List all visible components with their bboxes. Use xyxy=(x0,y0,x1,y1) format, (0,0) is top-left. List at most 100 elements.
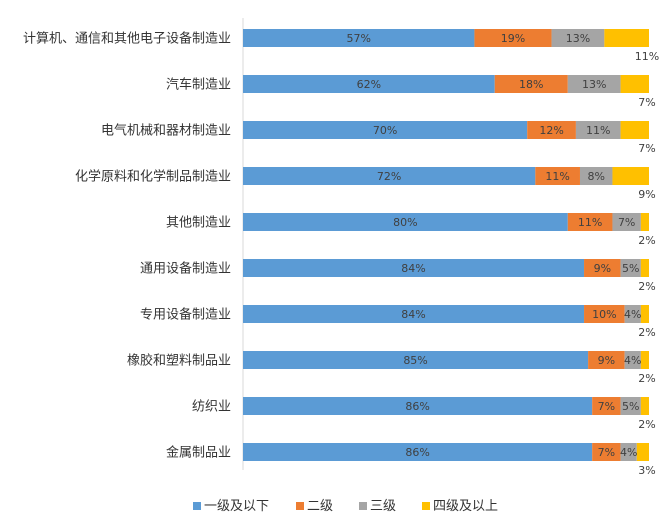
bar-segment xyxy=(535,167,580,185)
bar-segment xyxy=(567,75,621,93)
bar-segment xyxy=(592,397,621,415)
data-label: 9% xyxy=(598,354,615,367)
data-label: 11% xyxy=(635,50,659,63)
data-label: 85% xyxy=(403,354,427,367)
bar-segment xyxy=(588,351,625,369)
category-label: 汽车制造业 xyxy=(166,77,231,93)
bar-segment xyxy=(579,167,613,185)
bar-segment xyxy=(551,29,605,47)
data-label: 72% xyxy=(377,170,401,183)
bar-segment xyxy=(567,213,613,231)
bar-segment xyxy=(243,167,536,185)
data-label: 9% xyxy=(594,262,611,275)
bar-segment xyxy=(612,167,649,185)
data-label: 7% xyxy=(598,446,615,459)
data-labels: 57% 19% 13% 11% 62% 18% 13% 7% 70% 12% 11% 7% 72% 11%… xyxy=(346,32,659,477)
bar-segment xyxy=(584,259,621,277)
bar-segment xyxy=(640,259,649,277)
bar-segment xyxy=(243,213,568,231)
bar-segment xyxy=(640,351,649,369)
bar-segment xyxy=(640,213,649,231)
bar-segment xyxy=(620,443,637,461)
data-label: 9% xyxy=(638,188,655,201)
category-label: 金属制品业 xyxy=(166,445,231,461)
bar-segment xyxy=(243,305,585,323)
data-label: 84% xyxy=(401,308,425,321)
bar-segment xyxy=(620,75,649,93)
legend-entry: 二级 xyxy=(307,499,333,514)
category-label: 电气机械和器材制造业 xyxy=(101,123,231,139)
data-label: 86% xyxy=(405,400,429,413)
data-label: 4% xyxy=(624,354,641,367)
bar-segment xyxy=(624,351,641,369)
data-label: 80% xyxy=(393,216,417,229)
data-label: 4% xyxy=(620,446,637,459)
bar-segment xyxy=(640,397,649,415)
data-label: 18% xyxy=(519,78,543,91)
bar-segment xyxy=(243,351,589,369)
legend-swatch xyxy=(359,502,367,510)
bar-segment xyxy=(494,75,568,93)
category-label: 通用设备制造业 xyxy=(140,261,231,277)
bar-segment xyxy=(527,121,576,139)
legend-swatch xyxy=(193,502,201,510)
data-label: 2% xyxy=(638,234,655,247)
category-labels: 计算机、通信和其他电子设备制造业汽车制造业电气机械和器材制造业化学原料和化学制品… xyxy=(23,31,231,461)
bar-segment xyxy=(620,397,641,415)
category-label: 纺织业 xyxy=(192,400,231,415)
data-label: 12% xyxy=(539,124,563,137)
data-label: 7% xyxy=(598,400,615,413)
bar-segment xyxy=(243,121,528,139)
legend-entry: 四级及以上 xyxy=(433,499,498,514)
data-label: 5% xyxy=(622,262,639,275)
category-label: 其他制造业 xyxy=(166,216,231,231)
category-label: 计算机、通信和其他电子设备制造业 xyxy=(23,31,231,47)
legend: 一级及以下 二级 三级 四级及以上 xyxy=(193,499,498,514)
data-label: 8% xyxy=(587,170,604,183)
data-label: 19% xyxy=(501,32,525,45)
data-label: 70% xyxy=(373,124,397,137)
data-label: 13% xyxy=(582,78,606,91)
legend-entry: 一级及以下 xyxy=(204,499,269,514)
bar-segment xyxy=(474,29,552,47)
bar-segment xyxy=(640,305,649,323)
data-label: 10% xyxy=(592,308,616,321)
bar-segment xyxy=(243,259,585,277)
bar-segment xyxy=(243,75,495,93)
bar-segment xyxy=(604,29,649,47)
bar-segment xyxy=(584,305,625,323)
data-label: 62% xyxy=(357,78,381,91)
data-label: 11% xyxy=(578,216,602,229)
data-label: 7% xyxy=(638,142,655,155)
data-label: 86% xyxy=(405,446,429,459)
data-label: 2% xyxy=(638,326,655,339)
data-label: 3% xyxy=(638,464,655,477)
data-label: 84% xyxy=(401,262,425,275)
category-label: 专用设备制造业 xyxy=(140,307,231,323)
bar-segment xyxy=(624,305,641,323)
data-label: 11% xyxy=(586,124,610,137)
bar-segment xyxy=(620,259,641,277)
bar-segment xyxy=(620,121,649,139)
bar-segment xyxy=(636,443,649,461)
category-label: 橡胶和塑料制品业 xyxy=(127,353,231,369)
legend-swatch xyxy=(422,502,430,510)
bar-segment xyxy=(612,213,641,231)
data-label: 11% xyxy=(545,170,569,183)
bars xyxy=(243,29,649,461)
bar-segment xyxy=(592,443,621,461)
data-label: 2% xyxy=(638,280,655,293)
category-label: 化学原料和化学制品制造业 xyxy=(75,169,231,185)
legend-entry: 三级 xyxy=(370,499,396,514)
data-label: 2% xyxy=(638,418,655,431)
bar-segment xyxy=(243,443,593,461)
data-label: 57% xyxy=(346,32,370,45)
data-label: 4% xyxy=(624,308,641,321)
bar-segment xyxy=(575,121,621,139)
data-label: 7% xyxy=(638,96,655,109)
bar-segment xyxy=(243,397,593,415)
data-label: 2% xyxy=(638,372,655,385)
data-label: 7% xyxy=(618,216,635,229)
data-label: 13% xyxy=(566,32,590,45)
